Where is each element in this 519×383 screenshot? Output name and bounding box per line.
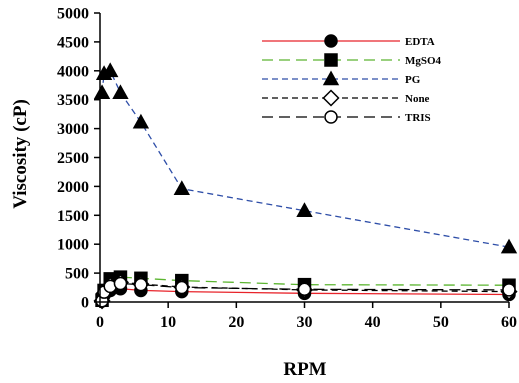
y-tick-label: 1000 (57, 237, 89, 254)
legend-label-pg: PG (405, 74, 421, 86)
data-point-pg (93, 84, 111, 100)
plot-area (93, 62, 518, 310)
x-tick-label: 50 (433, 314, 449, 331)
legend-label-edta: EDTA (405, 36, 435, 48)
legend-label-mgso4: MgSO4 (405, 55, 442, 67)
series-line-mgso4 (101, 276, 510, 301)
y-tick-label: 3500 (57, 92, 89, 109)
data-point-tris (502, 283, 516, 297)
data-point-tris (113, 276, 128, 291)
data-point-pg (102, 62, 119, 78)
x-tick-label: 10 (160, 314, 176, 331)
x-tick-label: 20 (228, 314, 244, 331)
data-point-pg (132, 113, 150, 129)
x-tick-label: 60 (501, 314, 517, 331)
data-point-tris (175, 280, 189, 295)
y-tick-label: 4500 (57, 34, 89, 51)
data-point-pg (173, 180, 190, 195)
data-point-tris (297, 282, 312, 297)
x-tick-label: 0 (96, 314, 104, 331)
y-axis-title: Viscosity (cP) (10, 99, 31, 209)
legend-label-tris: TRIS (405, 112, 431, 124)
x-axis-title: RPM (283, 359, 326, 380)
data-point-tris (134, 277, 148, 292)
legend-label-none: None (405, 93, 430, 105)
x-tick-label: 40 (365, 314, 381, 331)
axes: 0 10 20 30 40 50 60 0 500 1000 1500 2000 2500 3000 350… (57, 6, 517, 332)
legend-marker-tris (324, 110, 338, 124)
data-point-pg (112, 84, 129, 100)
legend-marker-mgso4 (324, 53, 338, 67)
y-tick-label: 2500 (57, 150, 89, 167)
data-point-pg (500, 238, 518, 254)
series-line-pg (101, 69, 510, 248)
legend-marker-edta (324, 34, 338, 48)
legend-marker-pg (322, 70, 340, 86)
x-tick-label: 30 (297, 314, 313, 331)
y-tick-label: 5000 (57, 6, 89, 23)
legend-marker-none (322, 89, 340, 107)
data-point-pg (296, 202, 313, 217)
y-tick-label: 1500 (57, 208, 89, 225)
y-tick-label: 4000 (57, 63, 89, 80)
y-tick-label: 500 (65, 266, 89, 283)
y-tick-label: 3000 (57, 121, 89, 138)
y-tick-label: 0 (81, 295, 89, 312)
y-tick-label: 2000 (57, 179, 89, 196)
legend: EDTA MgSO4 PG None TRIS (262, 34, 442, 124)
